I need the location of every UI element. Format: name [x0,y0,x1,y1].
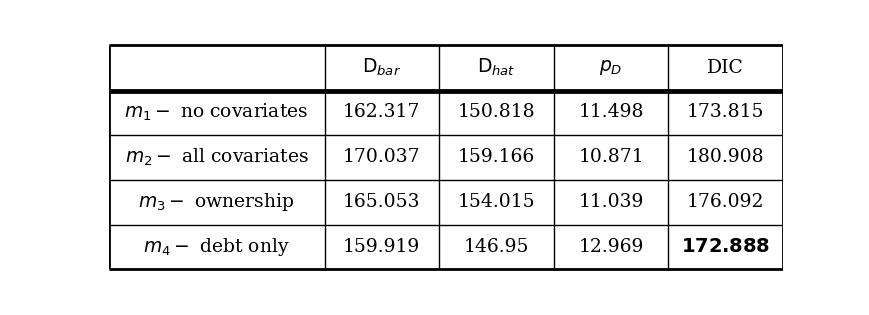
Text: 159.166: 159.166 [457,148,534,166]
Text: $\mathrm{D}_{\mathit{hat}}$: $\mathrm{D}_{\mathit{hat}}$ [476,57,515,78]
Text: $m_4-$ debt only: $m_4-$ debt only [143,236,289,258]
Text: $p_{D}$: $p_{D}$ [599,58,622,77]
Text: 154.015: 154.015 [457,193,534,211]
Text: 11.498: 11.498 [578,103,643,121]
Text: 11.039: 11.039 [578,193,643,211]
Text: DIC: DIC [706,59,743,77]
Text: 150.818: 150.818 [457,103,534,121]
Text: 170.037: 170.037 [342,148,420,166]
Text: 180.908: 180.908 [687,148,764,166]
Text: $\mathrm{D}_{\mathit{bar}}$: $\mathrm{D}_{\mathit{bar}}$ [362,57,401,78]
Text: 162.317: 162.317 [342,103,420,121]
Text: 159.919: 159.919 [342,238,420,256]
Text: $\mathbf{172.888}$: $\mathbf{172.888}$ [680,238,769,256]
Text: 173.815: 173.815 [687,103,764,121]
Text: 12.969: 12.969 [578,238,643,256]
Text: $m_3-$ ownership: $m_3-$ ownership [138,191,295,213]
Text: 10.871: 10.871 [578,148,643,166]
Text: 176.092: 176.092 [687,193,764,211]
Text: 146.95: 146.95 [463,238,528,256]
Text: 165.053: 165.053 [342,193,420,211]
Text: $m_1-$ no covariates: $m_1-$ no covariates [124,102,308,123]
Text: $m_2-$ all covariates: $m_2-$ all covariates [124,146,308,168]
